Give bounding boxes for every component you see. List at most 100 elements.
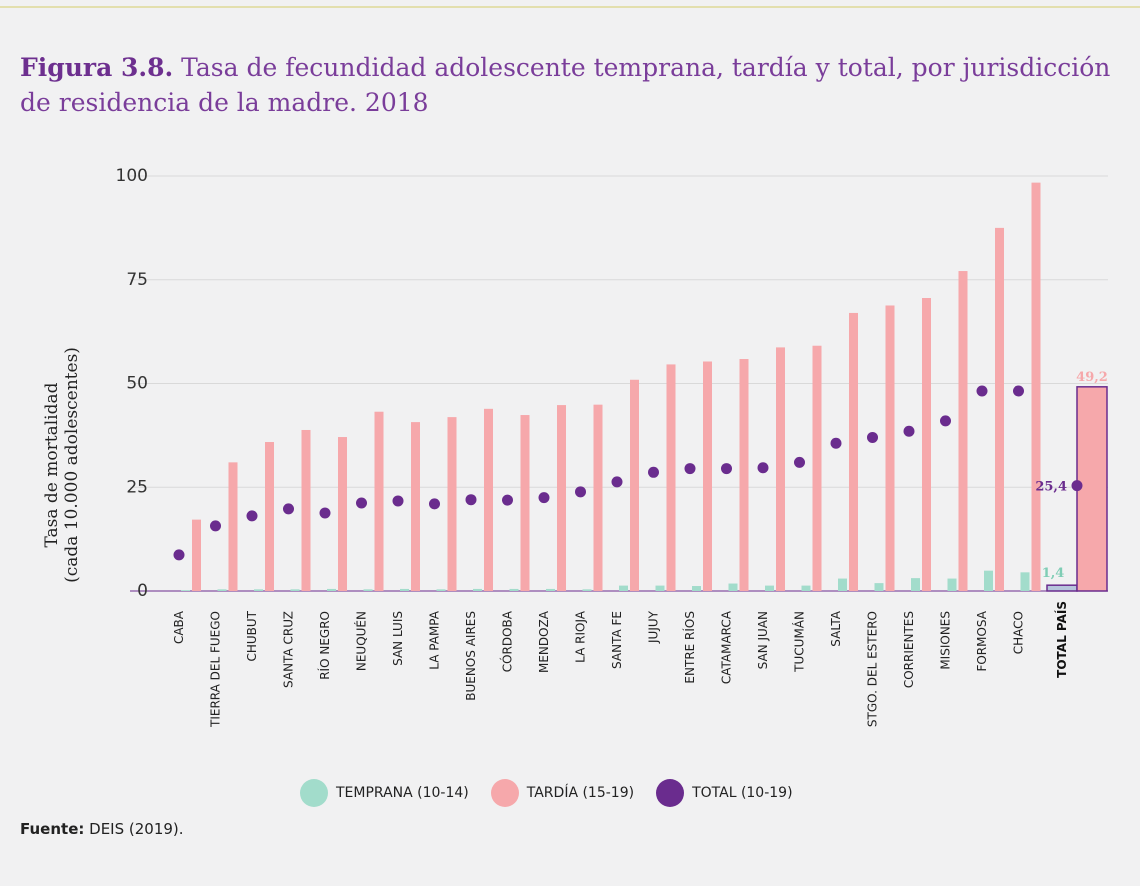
- bar-temprana: [874, 583, 884, 591]
- bar-tardia: [411, 422, 420, 591]
- bar-tardia: [703, 361, 712, 591]
- x-tick-label: LA PAMPA: [428, 610, 442, 669]
- bar-temprana: [801, 585, 811, 591]
- dot-total: [794, 456, 805, 468]
- bar-temprana: [327, 588, 336, 591]
- x-tick-label: BUENOS AIRES: [464, 611, 478, 701]
- x-tick-label: CHACO: [1012, 611, 1026, 654]
- x-tick-label: CORRIENTES: [902, 611, 916, 688]
- bar-temprana: [984, 570, 993, 591]
- x-tick-label: SAN JUAN: [756, 611, 770, 669]
- bar-temprana: [947, 578, 957, 591]
- bar-temprana: [582, 589, 592, 591]
- x-tick-label: MISIONES: [939, 611, 953, 670]
- x-tick-label: NEUQUÉN: [354, 611, 369, 671]
- bar-tardia: [265, 442, 274, 591]
- bar-temprana: [619, 585, 628, 591]
- x-tick-label: LA RIOJA: [574, 610, 588, 663]
- x-tick-label: SANTA CRUZ: [282, 611, 296, 688]
- dot-total: [648, 466, 659, 478]
- source-label: Fuente:: [20, 820, 85, 838]
- dot-total: [1071, 480, 1083, 492]
- dot-total: [429, 498, 440, 510]
- bar-temprana: [254, 589, 263, 591]
- bar-temprana: [363, 589, 373, 591]
- bar-tardia: [1031, 182, 1041, 591]
- figure-number: Figura 3.8.: [20, 53, 174, 82]
- dot-total: [867, 431, 878, 443]
- bar-temprana: [728, 583, 738, 591]
- x-tick-label: CATAMARCA: [720, 610, 734, 684]
- data-label-tardia: 49,2: [1076, 370, 1108, 385]
- dot-total: [1013, 385, 1024, 397]
- bar-temprana: [692, 586, 701, 591]
- bar-temprana: [473, 588, 482, 591]
- dot-total: [903, 425, 915, 437]
- bar-temprana: [655, 585, 665, 591]
- dot-total: [538, 492, 550, 504]
- legend-item-tardia: TARDÍA (15-19): [490, 779, 635, 807]
- x-tick-label: SANTA FE: [610, 611, 624, 669]
- bar-tardia: [301, 429, 311, 591]
- bar-tardia: [958, 271, 968, 591]
- dot-total: [976, 385, 988, 397]
- legend-item-temprana: TEMPRANA (10-14): [300, 779, 469, 807]
- dot-total: [283, 503, 294, 515]
- bar-tardia: [885, 305, 895, 591]
- figure-title-text: Tasa de fecundidad adolescente temprana,…: [20, 53, 1111, 117]
- legend-label-temprana: TEMPRANA (10-14): [336, 785, 469, 801]
- x-tick-label: STGO. DEL ESTERO: [866, 611, 880, 727]
- bar-tardia: [812, 345, 822, 591]
- bar-temprana: [838, 578, 847, 591]
- dot-total: [465, 494, 477, 506]
- x-tick-label: RÍO NEGRO: [317, 611, 332, 680]
- legend-swatch-temprana: [300, 779, 328, 807]
- bar-tardia: [447, 417, 457, 591]
- legend-label-total: TOTAL (10-19): [692, 785, 793, 801]
- bar-tardia: [739, 359, 749, 591]
- x-tick-label: JUJUY: [647, 610, 661, 644]
- y-tick-label: 75: [126, 270, 148, 290]
- dot-total: [502, 494, 513, 506]
- bar-temprana: [509, 588, 519, 591]
- x-tick-label: ENTRE RÍOS: [682, 611, 697, 684]
- bar-tardia: [228, 462, 238, 591]
- top-rule: [0, 6, 1140, 8]
- data-label-total: 25,4: [1035, 480, 1067, 495]
- bar-temprana: [217, 589, 227, 591]
- dot-total: [246, 510, 258, 522]
- y-tick-label: 0: [137, 581, 148, 601]
- legend-swatch-tardia: [490, 779, 519, 807]
- legend: TEMPRANA (10-14) TARDÍA (15-19) TOTAL (1…: [300, 778, 815, 808]
- x-tick-label: SAN LUIS: [391, 611, 405, 666]
- dot-total: [210, 520, 221, 532]
- bar-tardia: [520, 415, 530, 591]
- dot-total: [721, 463, 732, 475]
- dot-total: [830, 437, 842, 449]
- x-tick-label: TIERRA DEL FUEGO: [209, 611, 223, 728]
- x-tick-label: CABA: [172, 610, 186, 644]
- bar-temprana: [181, 590, 190, 591]
- bar-tardia: [374, 411, 384, 591]
- x-tick-label: CÓRDOBA: [500, 610, 515, 672]
- bar-tardia: [666, 364, 676, 591]
- dot-total: [611, 476, 623, 488]
- bar-tardia: [776, 347, 785, 591]
- bar-tardia: [192, 519, 201, 591]
- x-tick-label: TUCUMÁN: [792, 611, 807, 673]
- chart: 0 25 50 75 100 CABA TIERRA DEL FUEGO CHUBUT SANT…: [116, 166, 1108, 728]
- legend-label-tardia: TARDÍA (15-19): [526, 785, 635, 801]
- x-tick-label: SALTA: [829, 610, 843, 646]
- bar-tardia: [922, 298, 931, 591]
- bar-temprana: [765, 585, 774, 591]
- y-tick-label: 50: [126, 374, 148, 394]
- bar-tardia: [338, 437, 347, 591]
- x-tick-label: CHUBUT: [245, 610, 259, 661]
- figure-title: Figura 3.8. Tasa de fecundidad adolescen…: [20, 50, 1120, 120]
- x-tick-label: FORMOSA: [975, 610, 989, 671]
- x-tick-label: TOTAL PAÍS: [1054, 601, 1069, 678]
- bar-tardia: [849, 312, 858, 591]
- source-text: DEIS (2019).: [89, 820, 184, 838]
- bar-tardia: [484, 408, 493, 591]
- y-tick-label: 25: [126, 477, 148, 497]
